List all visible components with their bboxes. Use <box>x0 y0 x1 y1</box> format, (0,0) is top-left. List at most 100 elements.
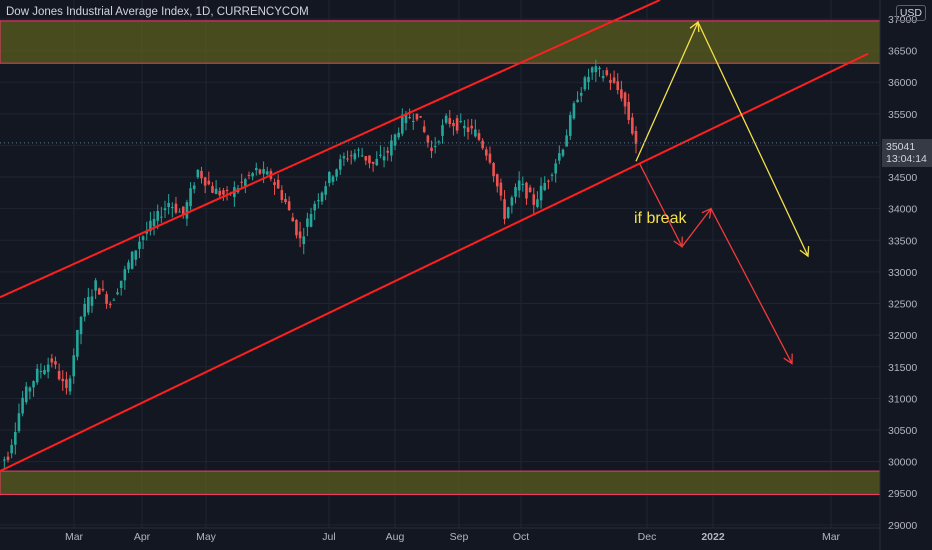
candle-body <box>594 66 598 73</box>
candle-body <box>185 202 189 219</box>
projection-paths <box>635 20 810 365</box>
y-tick-label: 36000 <box>888 77 917 89</box>
candle-body <box>160 216 163 218</box>
currency-badge[interactable]: USD <box>895 5 926 21</box>
candle-body <box>218 190 222 196</box>
candle-body <box>558 153 561 161</box>
y-tick-label: 32000 <box>888 330 917 342</box>
candle-body <box>105 294 108 304</box>
candle-body <box>134 250 138 260</box>
bearish-arrowhead-1 <box>673 236 683 248</box>
x-tick-label: 2022 <box>701 531 725 543</box>
candle-body <box>247 174 251 176</box>
candle-body <box>620 89 623 99</box>
candle-body <box>192 185 196 190</box>
candle-body <box>97 288 101 295</box>
candle-body <box>521 183 525 185</box>
candle-body <box>448 118 452 125</box>
candle-body <box>196 169 200 178</box>
x-tick-label: Oct <box>513 531 529 543</box>
candle-body <box>145 230 149 234</box>
candle-body <box>287 201 291 211</box>
candlesticks <box>3 59 638 469</box>
bullish-arrowhead-up <box>689 20 700 33</box>
candle-body <box>364 156 368 161</box>
candle-body <box>214 188 218 194</box>
candle-body <box>90 296 94 306</box>
candle-body <box>634 130 638 144</box>
candle-body <box>273 182 276 186</box>
candle-body <box>550 174 554 176</box>
candle-body <box>499 182 503 196</box>
candle-body <box>404 113 408 124</box>
candle-body <box>280 190 284 200</box>
x-tick-label: Dec <box>638 531 657 543</box>
candle-body <box>463 125 466 129</box>
support-zone <box>0 470 881 495</box>
candle-body <box>466 127 470 132</box>
candle-body <box>167 202 170 208</box>
y-tick-label: 33500 <box>888 235 917 247</box>
y-tick-label: 37000 <box>888 14 917 26</box>
candle-body <box>258 169 262 174</box>
y-tick-label: 31500 <box>888 362 917 374</box>
candle-body <box>616 81 620 91</box>
candle-body <box>495 174 499 187</box>
candle-body <box>119 280 123 288</box>
y-tick-label: 32500 <box>888 299 917 311</box>
candle-body <box>503 199 506 220</box>
candle-body <box>152 219 156 227</box>
candle-body <box>430 147 433 152</box>
candle-body <box>433 146 437 148</box>
candle-body <box>83 304 86 317</box>
candle-body <box>251 173 254 177</box>
candle-body <box>149 220 152 232</box>
candle-body <box>335 169 338 177</box>
candle-body <box>298 231 302 239</box>
candle-body <box>284 198 287 203</box>
candle-body <box>76 329 79 357</box>
y-tick-label: 29500 <box>888 488 917 500</box>
candle-body <box>116 292 119 295</box>
candle-body <box>536 199 539 207</box>
candle-body <box>24 386 28 403</box>
candle-body <box>371 161 375 164</box>
bar-countdown: 13:04:14 <box>886 153 927 165</box>
candle-body <box>200 170 203 179</box>
candle-body <box>353 153 357 160</box>
bearish-arrowhead-2 <box>701 207 712 219</box>
candle-body <box>477 133 481 140</box>
candle-body <box>211 186 214 193</box>
candle-body <box>517 180 521 191</box>
candle-body <box>368 155 371 164</box>
candle-body <box>6 456 10 461</box>
candle-body <box>338 159 342 170</box>
candle-body <box>590 67 594 73</box>
candle-body <box>587 76 590 83</box>
candle-body <box>565 135 568 147</box>
candle-body <box>583 77 587 90</box>
candle-body <box>50 358 54 363</box>
candle-body <box>10 444 13 454</box>
candle-body <box>539 185 543 201</box>
y-tick-label: 30000 <box>888 457 917 469</box>
candle-body <box>349 155 353 157</box>
y-tick-label: 34500 <box>888 172 917 184</box>
candle-body <box>408 117 411 119</box>
candle-body <box>455 118 459 131</box>
candle-body <box>295 219 298 236</box>
candle-body <box>222 190 225 195</box>
candle-body <box>360 155 364 157</box>
x-tick-label: May <box>196 531 217 543</box>
candle-body <box>382 156 386 161</box>
candle-body <box>444 115 448 123</box>
candle-body <box>130 251 134 269</box>
candle-body <box>561 149 565 156</box>
x-tick-label: Mar <box>65 531 84 543</box>
candle-body <box>481 140 484 149</box>
candle-body <box>485 149 488 156</box>
candle-body <box>112 299 116 301</box>
candle-body <box>386 150 390 153</box>
channel-lines <box>0 0 869 472</box>
